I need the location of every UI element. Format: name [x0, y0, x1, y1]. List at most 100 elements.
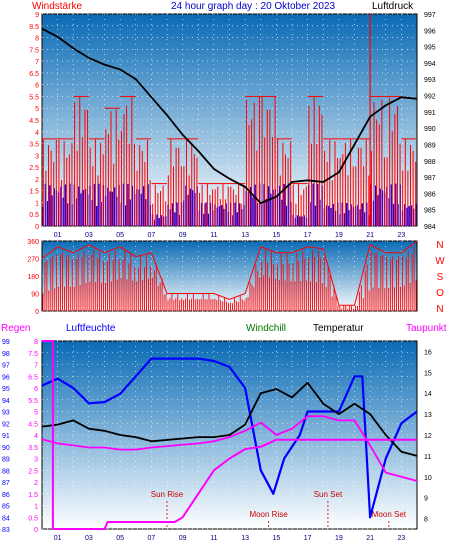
time-tick: 03: [85, 232, 93, 239]
rain-axis-tick: 8: [34, 339, 38, 346]
humidity-axis-tick: 91: [2, 433, 10, 440]
direction-series: [41, 240, 418, 311]
astro-markers: Sun Rise Moon Rise Sun Set Moon Set: [151, 490, 407, 529]
wind-axis-tick: 3.5: [29, 142, 39, 149]
time-tick: 05: [116, 232, 124, 239]
windchill-title: Windchill: [246, 323, 286, 334]
rain-axis-tick: 3: [34, 457, 38, 464]
humidity-axis-tick: 93: [2, 410, 10, 417]
temperature-axis-tick: 11: [424, 454, 431, 461]
wind-pressure-panel: 0 0.5 1 1.5 2 2.5 3 3.5 4 4.5 5 5.5 6 6.5 7 7.5 8 8.5 9 98…: [29, 12, 436, 239]
rain-axis-tick: 0: [34, 527, 38, 534]
astro-marker-label: Sun Set: [314, 490, 343, 499]
time-tick: 17: [304, 535, 312, 542]
direction-axis-tick: 270: [27, 257, 39, 264]
rain-axis-tick: 1: [34, 504, 38, 511]
compass-label: O: [436, 288, 444, 299]
humidity-axis-tick: 89: [2, 457, 10, 464]
temperature-axis-tick: 16: [424, 349, 432, 356]
temperature-line: [41, 381, 418, 457]
time-tick: 09: [179, 232, 187, 239]
temperature-axis-tick: 8: [424, 517, 428, 524]
time-tick: 21: [366, 535, 374, 542]
wind-axis-tick: 8.5: [29, 24, 39, 31]
time-tick: 19: [335, 535, 343, 542]
direction-axis-tick: 180: [27, 274, 39, 281]
temperature-axis-tick: 10: [424, 475, 432, 482]
time-tick: 17: [304, 232, 312, 239]
pressure-axis-tick: 992: [424, 94, 436, 101]
pressure-axis-tick: 985: [424, 208, 436, 215]
graph-title: 24 hour graph day : 20 Oktober 2023: [171, 1, 335, 12]
temperature-humidity-panel: Sun Rise Moon Rise Sun Set Moon Set 0 0.5 1 1.…: [2, 339, 432, 542]
direction-line: [41, 240, 418, 306]
pressure-axis-tick: 987: [424, 175, 436, 182]
humidity-axis-tick: 86: [2, 492, 10, 499]
time-tick: 05: [116, 535, 124, 542]
wind-title: Windstärke: [32, 1, 82, 12]
humidity-axis-tick: 90: [2, 445, 10, 452]
humidity-axis-ticks: 83 84 85 86 87 88 89 90 91 92 93 94 95 96 97 98 99: [2, 339, 10, 534]
temperature-title: Temperatur: [313, 323, 364, 334]
compass-label: N: [436, 240, 443, 251]
humidity-axis-tick: 84: [2, 515, 10, 522]
time-tick: 01: [54, 232, 62, 239]
wind-axis-tick: 3: [35, 153, 39, 160]
wind-axis-tick: 2: [35, 177, 39, 184]
wind-axis-tick: 2.5: [29, 165, 39, 172]
compass-label: N: [436, 304, 443, 315]
time-tick: 19: [335, 232, 343, 239]
pressure-axis-tick: 990: [424, 126, 436, 133]
humidity-axis-tick: 98: [2, 351, 10, 358]
rain-axis-tick: 3.5: [28, 445, 38, 452]
rain-axis-tick: 1.5: [28, 492, 38, 499]
time-tick: 13: [241, 535, 249, 542]
wind-axis-tick: 7: [35, 59, 39, 66]
pressure-axis-tick: 991: [424, 110, 436, 117]
rain-axis-tick: 5.5: [28, 398, 38, 405]
astro-marker-label: Moon Set: [372, 510, 407, 519]
humidity-axis-tick: 85: [2, 504, 10, 511]
pressure-axis-tick: 995: [424, 45, 436, 52]
rain-axis-tick: 6.5: [28, 374, 38, 381]
humidity-line: [41, 357, 418, 519]
temperature-axis-tick: 14: [424, 391, 432, 398]
rain-axis-tick: 7: [34, 363, 38, 370]
wind-axis-tick: 6: [35, 83, 39, 90]
wind-axis-tick: 7.5: [29, 47, 39, 54]
astro-marker-label: Sun Rise: [151, 490, 184, 499]
humidity-axis-tick: 96: [2, 374, 10, 381]
rain-axis-ticks: 0 0.5 1 1.5 2 2.5 3 3.5 4 4.5 5 5.5 6 6.5 7 7.5 8: [28, 339, 38, 534]
rain-title: Regen: [1, 323, 30, 334]
time-tick: 03: [85, 535, 93, 542]
temperature-axis-tick: 9: [424, 496, 428, 503]
compass-label: W: [435, 256, 445, 267]
rain-axis-tick: 4.5: [28, 421, 38, 428]
time-tick: 15: [272, 232, 280, 239]
pressure-line: [41, 27, 418, 205]
wind-axis-tick: 5: [35, 106, 39, 113]
pressure-line-group: [41, 27, 418, 205]
temperature-axis-tick: 12: [424, 433, 432, 440]
wind-axis-tick: 4.5: [29, 118, 39, 125]
humidity-axis-tick: 95: [2, 386, 10, 393]
time-tick: 15: [272, 535, 280, 542]
pressure-axis-tick: 996: [424, 28, 436, 35]
wind-axis-tick: 1: [35, 200, 39, 207]
humidity-axis-tick: 94: [2, 398, 10, 405]
dewpoint-title: Taupunkt: [406, 323, 447, 334]
temperature-axis-tick: 15: [424, 370, 432, 377]
pressure-axis-tick: 989: [424, 142, 436, 149]
humidity-title: Luftfeuchte: [66, 323, 116, 334]
rain-line: [42, 340, 417, 530]
wind-axis-tick: 1.5: [29, 189, 39, 196]
pressure-axis-tick: 993: [424, 77, 436, 84]
panel2-grid: [42, 240, 417, 312]
panel1-time-ticks: 01 03 05 07 09 11 13 15 17 19 21 23: [54, 232, 406, 239]
dewpoint-line: [41, 415, 418, 482]
pressure-title: Luftdruck: [372, 1, 414, 12]
time-tick: 07: [147, 535, 155, 542]
